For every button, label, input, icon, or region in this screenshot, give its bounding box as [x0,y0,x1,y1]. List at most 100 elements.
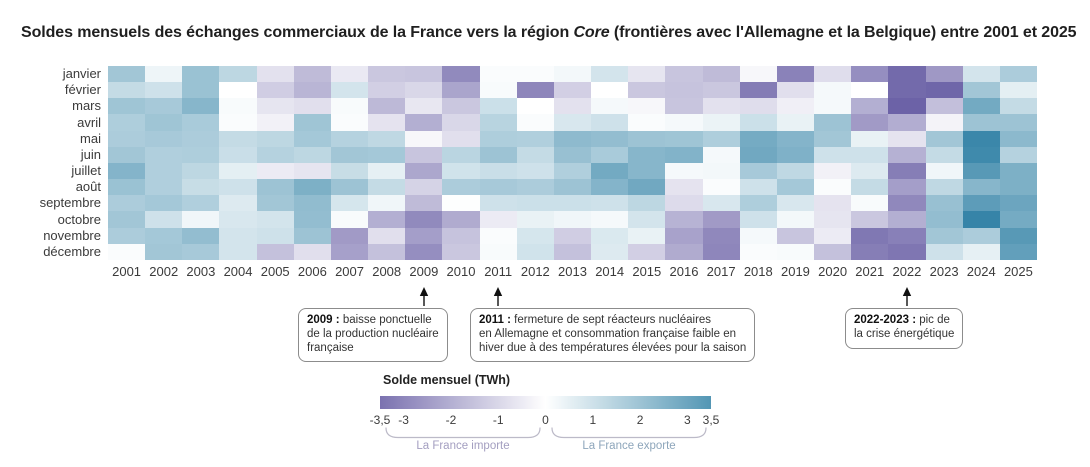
heatmap-cell [591,211,629,228]
legend-tick-label: -2 [445,413,457,427]
heatmap-cell [591,130,629,147]
heatmap-cell [702,130,740,147]
heatmap-cell [145,114,183,131]
heatmap-cell [405,211,443,228]
heatmap-cell [925,66,963,83]
heatmap-cell [702,227,740,244]
year-label: 2023 [929,264,959,279]
heatmap-cell [368,243,406,260]
heatmap-cell [368,162,406,180]
heatmap-cell [739,211,777,228]
heatmap-cell [516,211,554,228]
heatmap-cell [851,98,889,115]
heatmap-cell [999,130,1037,147]
heatmap-cell [628,82,666,99]
heatmap-cell [108,227,146,244]
annotation-line: en Allemagne et consommation française f… [479,327,736,340]
heatmap-cell [256,243,294,260]
heatmap-cell [999,211,1037,228]
heatmap-cell [851,114,889,131]
heatmap-cell [702,211,740,228]
heatmap-cell [219,162,257,180]
heatmap-cell [553,130,592,147]
heatmap-cell [739,195,777,212]
heatmap-cell [182,82,220,99]
heatmap-cell [925,211,963,228]
heatmap-cell [145,82,183,99]
heatmap-cell [888,227,926,244]
heatmap-cell [665,211,703,228]
year-label: 2003 [186,264,216,279]
heatmap-cell [925,179,963,196]
heatmap-cell [814,130,852,147]
heatmap-cell [516,98,554,115]
title-italic-core: Core [573,24,610,41]
heatmap-cell [888,243,926,260]
heatmap-cell [925,98,963,115]
arrow-up-icon [902,287,912,306]
heatmap-cell [999,66,1037,83]
heatmap-cell [702,179,740,196]
heatmap-cell [219,243,257,260]
heatmap-cell [368,211,406,228]
heatmap-cell [182,114,220,131]
heatmap-cell [368,98,406,115]
annotation-line: française [307,341,354,354]
heatmap-cell [999,146,1037,163]
heatmap-cell [108,179,146,196]
annotation-2022-2023: 2022-2023 : pic de la crise énergétique [845,308,964,349]
heatmap-cell [999,227,1037,244]
heatmap-cell [330,98,369,115]
heatmap-cell [479,114,517,131]
year-label: 2013 [558,264,587,279]
heatmap-cell [999,179,1037,196]
year-label: 2010 [446,264,476,279]
year-label: 2024 [966,264,996,279]
year-label: 2007 [335,264,364,279]
heatmap-cell [108,195,146,212]
year-label: 2011 [484,264,513,279]
heatmap-cell [888,66,926,83]
heatmap-cell [999,114,1037,131]
heatmap-cell [479,98,517,115]
heatmap-cell [591,243,629,260]
heatmap-cell [851,227,889,244]
heatmap-cell [405,243,443,260]
heatmap-cell [925,146,963,163]
year-label: 2020 [818,264,848,279]
heatmap-cell [442,114,480,131]
heatmap-cell [739,82,777,99]
heatmap-cell [851,146,889,163]
heatmap-cell [739,179,777,196]
heatmap-cell [665,227,703,244]
heatmap-cell [442,98,480,115]
heatmap-cell [665,162,703,180]
heatmap-cell [925,227,963,244]
heatmap-cell [405,66,443,83]
heatmap-cell [442,82,480,99]
heatmap-cell [516,195,554,212]
chart-title: Soldes mensuels des échanges commerciaux… [21,24,1077,42]
heatmap-cell [108,130,146,147]
heatmap-cell [405,82,443,99]
heatmap-cell [108,98,146,115]
heatmap-cell [665,82,703,99]
heatmap-cell [776,98,815,115]
heatmap-cell [479,227,517,244]
heatmap-cell [405,130,443,147]
heatmap-cell [219,146,257,163]
heatmap-cell [479,195,517,212]
heatmap-cell [516,179,554,196]
heatmap-cell [851,179,889,196]
heatmap-cell [665,146,703,163]
year-label: 2022 [892,264,922,279]
heatmap-cell [442,179,480,196]
heatmap-cell [814,114,852,131]
heatmap-cell [702,82,740,99]
heatmap-cell [330,195,369,212]
heatmap-cell [256,227,294,244]
heatmap-cell [814,211,852,228]
heatmap-cell [776,179,815,196]
heatmap-cell [999,162,1037,180]
heatmap-cell [108,162,146,180]
